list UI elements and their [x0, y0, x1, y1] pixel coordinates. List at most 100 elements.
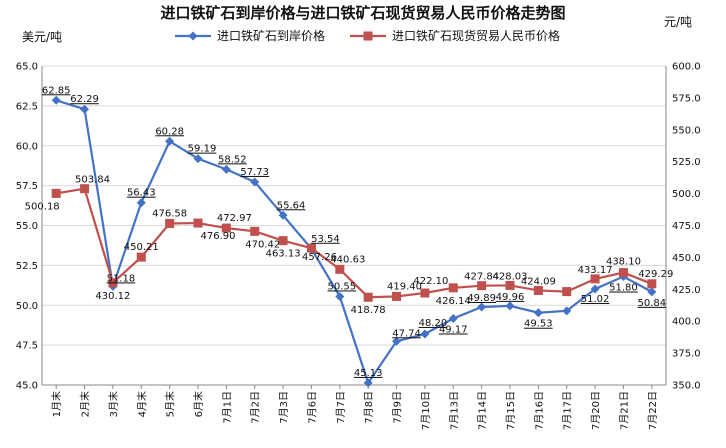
left-tick-label: 52.5 [16, 261, 38, 272]
data-label: 47.74 [392, 328, 421, 339]
data-label: 60.28 [155, 126, 184, 137]
data-point [278, 236, 288, 246]
right-tick-label: 450.0 [672, 253, 701, 264]
data-label: 59.19 [188, 144, 217, 155]
right-tick-label: 400.0 [672, 317, 701, 328]
data-point [80, 184, 90, 194]
data-point [165, 218, 175, 228]
data-point [533, 285, 543, 295]
data-point [477, 302, 487, 312]
right-tick-label: 475.0 [672, 221, 701, 232]
x-tick-label: 7月13日 [448, 391, 460, 430]
data-point [477, 281, 487, 291]
right-axis-unit: 元/吨 [664, 15, 692, 29]
data-point [335, 291, 345, 301]
right-tick-label: 550.0 [672, 125, 701, 136]
data-label: 424.09 [521, 276, 556, 287]
right-tick-label: 350.0 [672, 381, 701, 392]
data-point [193, 218, 203, 228]
x-tick-label: 2月末 [79, 391, 92, 417]
x-tick-label: 7月15日 [505, 391, 517, 430]
right-tick-label: 500.0 [672, 189, 701, 200]
x-tick-label: 7月8日 [363, 391, 375, 424]
series-line [55, 99, 653, 386]
data-point [647, 279, 657, 289]
data-point [590, 274, 600, 284]
data-point [165, 136, 175, 146]
data-label: 57.73 [240, 167, 269, 178]
left-tick-label: 45.0 [16, 381, 38, 392]
x-tick-label: 7月14日 [477, 391, 489, 430]
right-tick-label: 375.0 [672, 349, 701, 360]
data-label: 48.20 [419, 318, 448, 329]
data-label: 463.13 [266, 249, 301, 260]
right-tick-label: 600.0 [672, 62, 701, 73]
data-point [306, 243, 316, 253]
data-point [420, 329, 430, 339]
data-label: 433.17 [578, 265, 613, 276]
legend-label: 进口铁矿石到岸价格 [217, 28, 325, 43]
data-point [136, 198, 146, 208]
data-label: 450.21 [124, 242, 159, 253]
right-tick-label: 425.0 [672, 285, 701, 296]
data-label: 50.84 [637, 298, 666, 309]
data-label: 62.29 [70, 94, 99, 105]
data-point [278, 210, 288, 220]
x-tick-label: 7月10日 [420, 391, 432, 430]
data-point [335, 264, 345, 274]
data-label: 476.58 [152, 208, 187, 219]
data-label: 438.10 [606, 257, 641, 268]
left-tick-label: 55.0 [16, 221, 38, 232]
data-label: 457.26 [302, 252, 337, 263]
data-label: 470.42 [245, 239, 280, 250]
left-tick-label: 47.5 [16, 341, 38, 352]
axes: 45.0 47.5 50.0 52.5 55.0 57.5 60.0 62.5 65.0 350.… [16, 62, 701, 431]
data-point [562, 287, 572, 297]
data-label: 51.18 [107, 273, 136, 284]
data-point [136, 252, 146, 262]
data-label: 50.55 [327, 281, 356, 292]
x-tick-label: 7月1日 [221, 391, 233, 424]
left-tick-label: 57.5 [16, 181, 38, 192]
data-label: 440.63 [330, 254, 365, 265]
data-point [505, 301, 515, 311]
left-tick-label: 65.0 [16, 62, 38, 73]
data-point [448, 283, 458, 293]
data-point [533, 308, 543, 318]
left-tick-label: 62.5 [16, 101, 38, 112]
x-tick-label: 7月21日 [618, 391, 630, 430]
data-label: 62.85 [42, 85, 71, 96]
data-label: 430.12 [95, 291, 130, 302]
legend-marker [188, 31, 198, 41]
data-point [193, 154, 203, 164]
data-label: 49.89 [467, 293, 496, 304]
left-tick-label: 60.0 [16, 141, 38, 152]
x-tick-label: 7月2日 [250, 391, 262, 424]
data-point [590, 284, 600, 294]
x-tick-label: 7月7日 [335, 391, 347, 424]
data-point [250, 177, 260, 187]
data-point [221, 164, 231, 174]
data-point [618, 268, 628, 278]
x-tick-label: 1月末 [50, 391, 63, 417]
data-point [51, 95, 61, 105]
data-point [80, 104, 90, 114]
x-tick-label: 4月末 [135, 391, 148, 417]
data-point [363, 292, 373, 302]
data-label: 476.90 [201, 231, 236, 242]
data-point [448, 313, 458, 323]
legend-label: 进口铁矿石现货贸易人民币价格 [392, 28, 560, 43]
legend: 进口铁矿石到岸价格 进口铁矿石现货贸易人民币价格 [175, 28, 560, 43]
data-label: 49.96 [496, 292, 525, 303]
data-label: 503.84 [75, 175, 110, 186]
data-label: 418.78 [351, 305, 386, 316]
data-point [392, 291, 402, 301]
data-label: 429.29 [638, 269, 673, 280]
series-line [56, 187, 653, 299]
x-tick-label: 7月17日 [562, 391, 574, 430]
x-tick-label: 5月末 [164, 391, 177, 417]
x-tick-label: 7月9日 [392, 391, 404, 424]
